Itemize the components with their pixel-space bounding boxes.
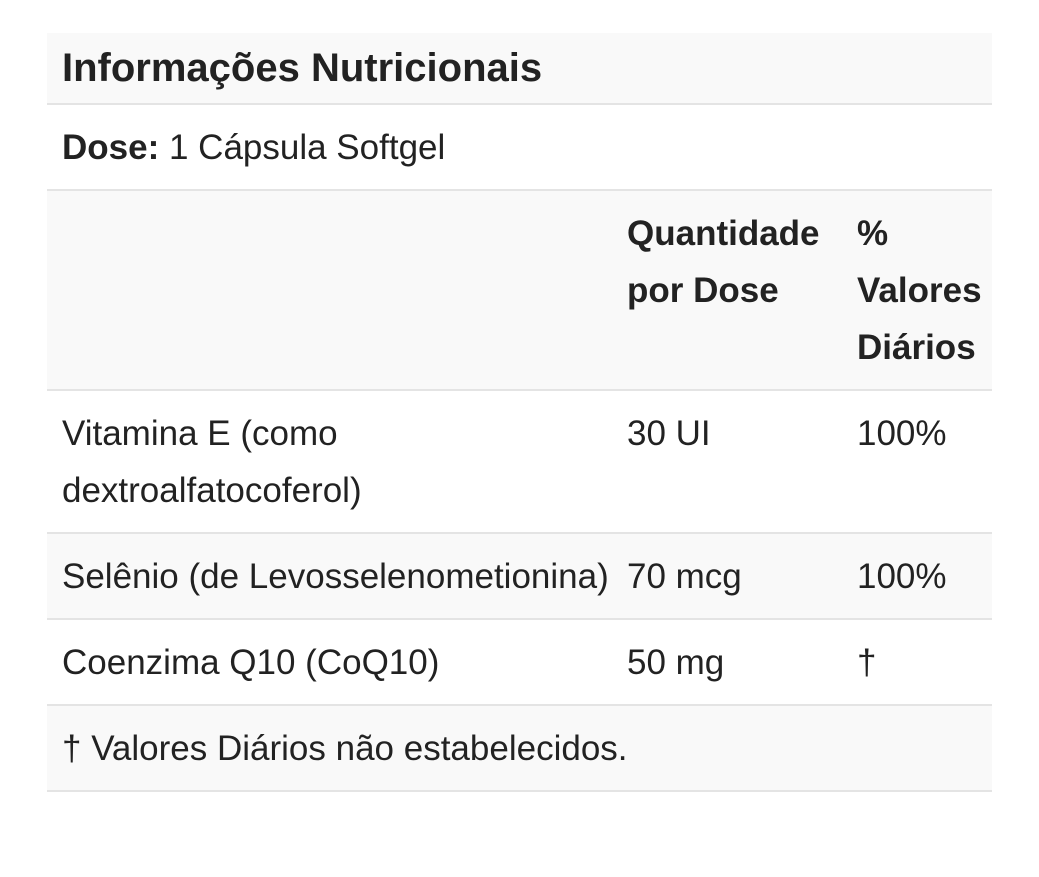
serving-row: Dose: 1 Cápsula Softgel xyxy=(47,103,993,190)
serving-label: Dose: xyxy=(62,128,160,167)
ingredient-amount: 30 UI xyxy=(627,389,857,533)
table-row: Selênio (de Levosselenometionina) 70 mcg… xyxy=(47,532,993,619)
table-title: Informações Nutricionais xyxy=(47,33,993,104)
ingredient-daily-value: 100% xyxy=(857,532,993,619)
table-row: Coenzima Q10 (CoQ10) 50 mg † xyxy=(47,618,993,705)
ingredient-name: Coenzima Q10 (CoQ10) xyxy=(47,618,627,705)
serving-cell: Dose: 1 Cápsula Softgel xyxy=(47,103,993,190)
nutrition-facts-panel: Informações Nutricionais Dose: 1 Cápsula… xyxy=(47,33,993,792)
footnote-text: † Valores Diários não estabelecidos. xyxy=(47,704,993,792)
footnote-row: † Valores Diários não estabelecidos. xyxy=(47,704,993,792)
serving-value: 1 Cápsula Softgel xyxy=(168,128,446,167)
ingredient-daily-value: † xyxy=(857,618,993,705)
ingredient-daily-value: 100% xyxy=(857,389,993,533)
column-header-row: Quantidade por Dose % Valores Diários xyxy=(47,189,993,390)
column-header-name xyxy=(47,189,627,390)
table-title-row: Informações Nutricionais xyxy=(47,33,993,104)
ingredient-name: Vitamina E (como dextroalfatocoferol) xyxy=(47,389,627,533)
ingredient-amount: 50 mg xyxy=(627,618,857,705)
column-header-amount: Quantidade por Dose xyxy=(627,189,857,390)
column-header-daily-value: % Valores Diários xyxy=(857,189,993,390)
table-row: Vitamina E (como dextroalfatocoferol) 30… xyxy=(47,389,993,533)
nutrition-table: Informações Nutricionais Dose: 1 Cápsula… xyxy=(47,33,993,792)
ingredient-name: Selênio (de Levosselenometionina) xyxy=(47,532,627,619)
ingredient-amount: 70 mcg xyxy=(627,532,857,619)
